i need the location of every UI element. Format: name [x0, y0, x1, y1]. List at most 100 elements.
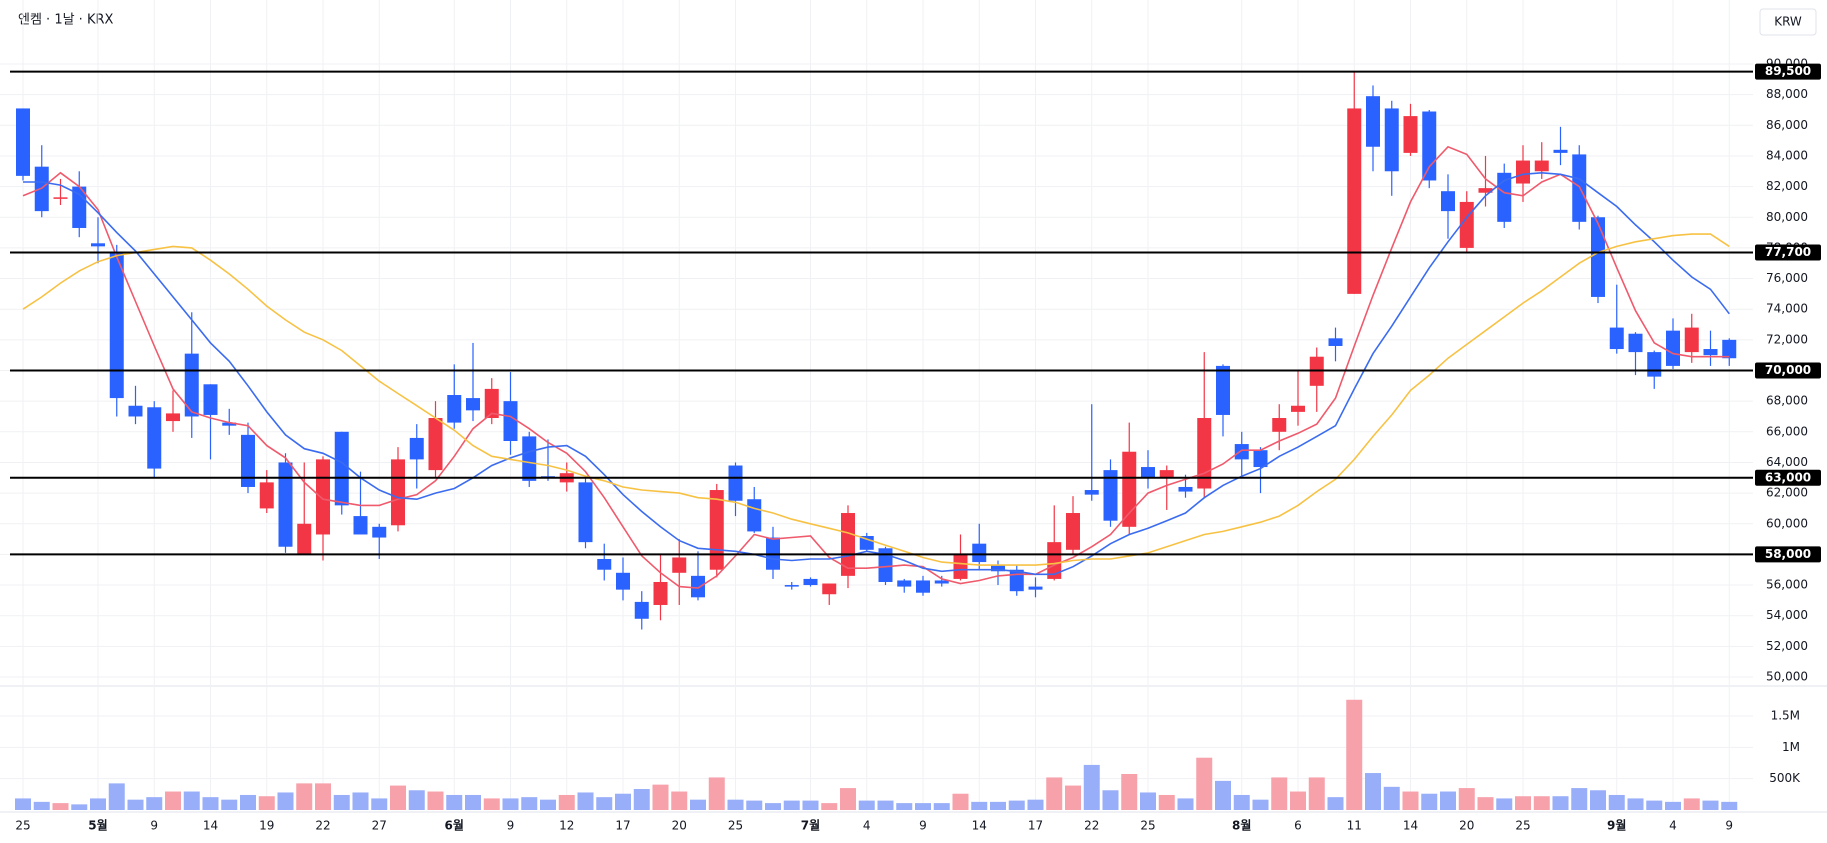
- y-tick-label: 52,000: [1766, 639, 1808, 653]
- candle-body: [597, 558, 612, 570]
- candle-body: [391, 459, 405, 526]
- volume-bar: [1421, 793, 1438, 810]
- volume-bar: [1590, 790, 1606, 810]
- candle-body: [934, 580, 949, 584]
- volume-bar: [671, 791, 688, 810]
- candle-body: [616, 572, 630, 590]
- candle-body: [372, 526, 387, 538]
- volume-bar: [1252, 799, 1269, 810]
- candle-body: [109, 252, 124, 399]
- candle-body: [1047, 542, 1062, 579]
- candle-body: [822, 583, 837, 595]
- y-tick-label: 62,000: [1766, 486, 1808, 500]
- volume-bar: [1346, 699, 1363, 810]
- volume-bar: [221, 799, 238, 810]
- candle-body: [53, 197, 68, 199]
- x-tick-label: 22: [1084, 819, 1099, 833]
- candle-body: [672, 557, 687, 573]
- y-tick-label: 88,000: [1766, 87, 1808, 101]
- volume-bar: [802, 800, 819, 810]
- candle-body: [709, 490, 724, 570]
- candle-body: [297, 523, 312, 555]
- candle-body: [1084, 490, 1099, 495]
- chart-title: 엔켐 · 1날 · KRX: [18, 13, 114, 28]
- volume-bar: [1121, 773, 1138, 810]
- x-tick-label: 9: [919, 819, 927, 833]
- x-tick-label: 20: [1459, 819, 1474, 833]
- volume-bar: [446, 794, 463, 810]
- volume-bar: [127, 799, 144, 810]
- volume-bar: [1383, 786, 1400, 810]
- volume-bar: [1627, 798, 1644, 810]
- candle-body: [128, 405, 143, 417]
- level-label-box: [1755, 63, 1821, 80]
- y-tick-label: 50,000: [1766, 670, 1808, 684]
- x-tick-label: 14: [203, 819, 218, 833]
- candle-body: [316, 459, 330, 535]
- volume-bar: [652, 784, 669, 810]
- candle-body: [728, 465, 743, 501]
- y-tick-label: 66,000: [1766, 424, 1808, 438]
- candle-body: [991, 565, 1005, 572]
- volume-bar: [1008, 800, 1025, 810]
- candle-body: [578, 482, 593, 543]
- candle-body: [1609, 327, 1624, 350]
- moving-average-line: [22, 233, 1730, 566]
- volume-bar: [333, 794, 350, 810]
- volume-bar: [483, 798, 500, 810]
- x-tick-label: 17: [615, 819, 630, 833]
- level-label: 58,000: [1765, 547, 1811, 561]
- x-tick-label: 20: [672, 819, 687, 833]
- level-label-box: [1755, 362, 1821, 379]
- volume-bar: [258, 796, 275, 810]
- volume-tick-label: 1M: [1782, 740, 1800, 754]
- y-tick-label: 82,000: [1766, 179, 1808, 193]
- volume-bar: [296, 783, 313, 810]
- volume-bar: [1102, 790, 1119, 810]
- candle-body: [1234, 444, 1249, 460]
- volume-bar: [1702, 800, 1719, 810]
- candle-body: [259, 482, 274, 509]
- candle-body: [1141, 467, 1155, 478]
- candle-body: [484, 388, 499, 419]
- moving-average-line: [22, 145, 1730, 589]
- candle-body: [953, 554, 968, 579]
- volume-bar: [1046, 777, 1063, 810]
- volume-bar: [1196, 757, 1213, 810]
- y-tick-label: 80,000: [1766, 210, 1808, 224]
- volume-bar: [1458, 788, 1475, 810]
- candle-body: [1384, 108, 1399, 172]
- x-tick-label: 8월: [1232, 818, 1251, 833]
- candle-body: [1441, 191, 1455, 212]
- y-tick-label: 60,000: [1766, 516, 1808, 530]
- volume-bar: [521, 797, 538, 810]
- volume-bar: [146, 797, 163, 810]
- volume-bar: [1665, 801, 1681, 810]
- volume-bar: [15, 798, 31, 810]
- volume-bar: [390, 785, 406, 810]
- volume-bar: [933, 803, 950, 810]
- volume-bar: [71, 804, 88, 810]
- currency-button[interactable]: [1759, 8, 1817, 36]
- y-tick-label: 68,000: [1766, 394, 1808, 408]
- volume-bar: [896, 803, 913, 810]
- volume-bar: [315, 783, 331, 810]
- candle-body: [241, 434, 255, 487]
- x-tick-label: 6: [1294, 819, 1302, 833]
- candle-body: [522, 436, 537, 481]
- candle-body: [1497, 172, 1512, 222]
- volume-bar: [1365, 773, 1381, 810]
- volume-bar: [727, 799, 744, 810]
- candle-body: [1516, 160, 1530, 184]
- level-label: 63,000: [1765, 470, 1811, 484]
- candle-body: [1478, 188, 1493, 193]
- candle-body: [784, 585, 799, 587]
- currency-label[interactable]: KRW: [1774, 15, 1802, 29]
- y-tick-label: 86,000: [1766, 118, 1808, 132]
- candle-body: [1328, 338, 1343, 346]
- volume-bar: [277, 792, 294, 810]
- volume-bar: [915, 803, 931, 810]
- candle-body: [1291, 405, 1305, 412]
- volume-bar: [183, 791, 200, 810]
- candle-body: [1122, 451, 1137, 527]
